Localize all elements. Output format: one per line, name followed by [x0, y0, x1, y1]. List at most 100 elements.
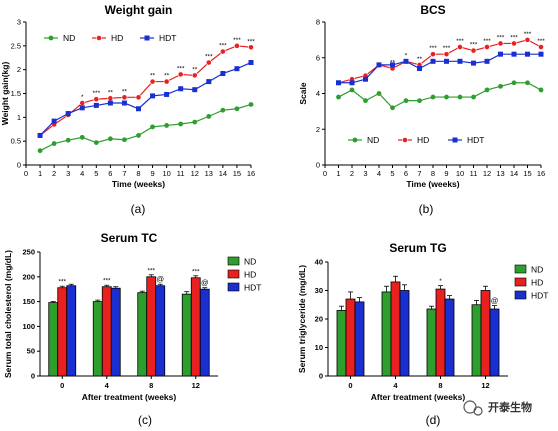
bar-hdt [199, 288, 210, 377]
significance-label: *** [497, 34, 505, 41]
x-tick-label: 11 [177, 169, 185, 178]
x-tick-label: 1 [336, 169, 340, 178]
point-hd [191, 72, 198, 79]
point-nd [403, 98, 409, 104]
point-hdt [220, 70, 226, 76]
series-line-hd [39, 45, 252, 136]
point-nd [417, 98, 422, 104]
point-hdt [498, 51, 503, 57]
bar-hd [480, 290, 491, 377]
x-tick-label: 12 [192, 381, 200, 390]
bar-hd [190, 277, 201, 377]
point-hdt [121, 100, 127, 106]
bar-hdt [399, 290, 410, 377]
chart-title: Serum TC [101, 231, 158, 245]
point-nd [93, 140, 99, 145]
x-tick-label: 8 [136, 169, 140, 178]
x-tick-label: 16 [537, 169, 545, 178]
significance-label: *** [233, 37, 241, 44]
point-hd [96, 35, 102, 41]
legend-swatch [514, 290, 527, 300]
significance-label: *** [58, 279, 66, 286]
point-hdt [484, 58, 490, 64]
x-tick-label: 4 [377, 169, 381, 178]
y-tick-label: 4 [316, 89, 320, 98]
point-hdt [457, 58, 463, 64]
point-hdt [248, 60, 254, 66]
x-tick-label: 6 [404, 169, 408, 178]
significance-label: *** [537, 38, 545, 45]
x-tick-label: 15 [523, 169, 531, 178]
x-tick-label: 9 [150, 169, 154, 178]
point-hdt [403, 58, 409, 64]
point-hd [177, 71, 184, 78]
legend-label: HDT [467, 135, 484, 145]
x-tick-label: 0 [60, 381, 64, 390]
x-tick-label: 13 [205, 169, 213, 178]
x-tick-label: 7 [417, 169, 421, 178]
bar-hdt [110, 287, 121, 377]
legend-swatch [227, 269, 240, 279]
x-tick-label: 3 [66, 169, 70, 178]
point-hd [79, 100, 86, 106]
x-tick-label: 10 [162, 169, 170, 178]
point-hdt [376, 62, 382, 68]
bar-hdt [444, 298, 455, 377]
x-tick-label: 12 [191, 169, 199, 178]
x-tick-label: 4 [393, 381, 398, 390]
bar-hd [435, 288, 446, 377]
point-hd [205, 59, 212, 66]
point-hd [234, 42, 240, 49]
point-hdt [525, 51, 530, 57]
point-nd [511, 80, 517, 86]
point-nd [457, 94, 463, 100]
series-line-hd [338, 39, 542, 84]
significance-label: @ [491, 296, 499, 305]
point-nd [122, 137, 127, 143]
point-hd [497, 40, 504, 47]
y-axis-label: Scale [298, 82, 308, 104]
y-tick-label: 6 [316, 53, 320, 62]
chart-title: BCS [420, 3, 445, 17]
point-hdt [417, 65, 422, 71]
legend-label: HD [531, 278, 543, 288]
point-nd [498, 83, 503, 89]
point-hd [402, 137, 408, 143]
point-nd [248, 102, 254, 107]
point-nd [65, 137, 71, 143]
significance-label: *** [443, 45, 451, 52]
point-hdt [37, 132, 43, 138]
point-nd [164, 123, 170, 128]
legend-label: ND [367, 135, 379, 145]
series-line-hdt [39, 61, 252, 136]
x-tick-label: 12 [483, 169, 491, 178]
point-hd [538, 44, 544, 50]
x-tick-label: 1 [38, 169, 42, 178]
point-hdt [150, 93, 156, 99]
significance-label: *** [470, 42, 478, 49]
bar-nd [336, 310, 347, 377]
point-hd [248, 44, 254, 51]
y-tick-label: 2.5 [11, 41, 21, 50]
y-axis-label: Serum triglyceride (mg/dL) [297, 265, 307, 373]
point-hdt [511, 51, 517, 57]
y-tick-label: 100 [22, 322, 35, 331]
point-nd [430, 94, 436, 100]
point-nd [390, 105, 395, 111]
x-tick-label: 4 [105, 381, 110, 390]
significance-label: ** [192, 66, 198, 73]
point-hdt [363, 76, 368, 82]
point-nd [48, 35, 54, 41]
point-hdt [178, 86, 184, 92]
significance-label: ** [122, 88, 128, 95]
point-nd [150, 124, 155, 130]
caption-c: (c) [138, 413, 152, 427]
bar-nd [48, 302, 59, 377]
legend-label: HD [111, 33, 123, 43]
bar-nd [426, 308, 437, 377]
y-tick-label: 0 [17, 161, 21, 170]
watermark-text: 开泰生物 [488, 400, 532, 414]
y-tick-label: 30 [315, 286, 323, 295]
y-tick-label: 50 [27, 347, 35, 356]
